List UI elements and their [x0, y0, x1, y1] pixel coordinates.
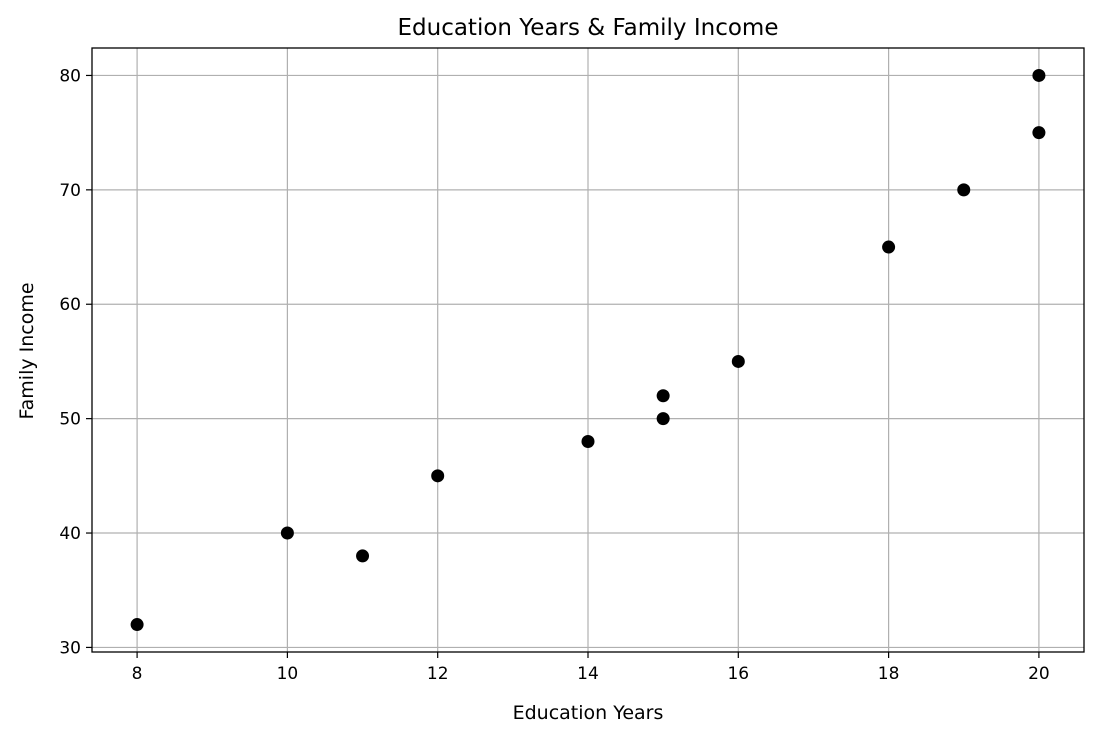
axis-ticks: 8 10 12 14 16 18 20 30 40 50 60 70 80: [59, 66, 1049, 684]
y-tick-label: 80: [59, 66, 81, 86]
data-point: [130, 618, 144, 632]
x-tick-label: 10: [277, 664, 299, 684]
data-point: [882, 240, 896, 254]
data-point: [581, 435, 595, 449]
x-tick-label: 14: [577, 664, 599, 684]
y-axis-label: Family Income: [16, 282, 38, 419]
x-tick-label: 18: [878, 664, 900, 684]
data-point: [431, 469, 445, 483]
y-tick-label: 70: [59, 181, 81, 201]
grid-lines: [92, 48, 1084, 652]
data-point: [656, 389, 670, 403]
data-point: [280, 526, 294, 540]
data-point: [731, 354, 745, 368]
data-point: [356, 549, 370, 563]
data-point: [957, 183, 971, 197]
y-tick-label: 60: [59, 295, 81, 315]
y-tick-label: 40: [59, 524, 81, 544]
x-tick-label: 12: [427, 664, 449, 684]
x-tick-label: 16: [727, 664, 749, 684]
chart-title: Education Years & Family Income: [397, 15, 778, 41]
y-tick-label: 50: [59, 410, 81, 430]
data-point: [656, 412, 670, 426]
x-tick-label: 8: [132, 664, 143, 684]
x-tick-label: 20: [1028, 664, 1050, 684]
data-points: [130, 68, 1046, 632]
data-point: [1032, 126, 1046, 140]
y-tick-label: 30: [59, 638, 81, 658]
data-point: [1032, 68, 1046, 82]
x-axis-label: Education Years: [513, 702, 664, 724]
